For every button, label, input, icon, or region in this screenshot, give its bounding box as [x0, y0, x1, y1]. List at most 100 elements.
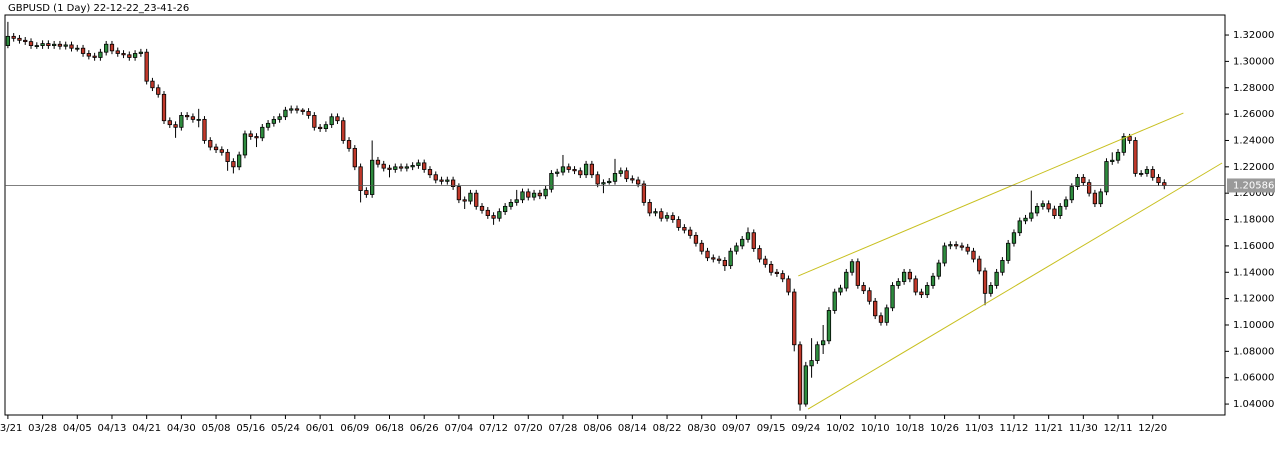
current-price-label: 1.20586	[1233, 180, 1274, 191]
y-tick-label: 1.24000	[1233, 135, 1274, 146]
x-tick-label: 04/13	[98, 423, 127, 434]
candle-body	[57, 43, 63, 47]
candle-body	[202, 118, 207, 141]
candle-body	[676, 219, 681, 228]
candle-body	[173, 124, 178, 128]
candle-body	[485, 209, 490, 216]
candle-body	[86, 53, 91, 57]
candle-body	[11, 35, 16, 39]
candle-body	[1040, 203, 1046, 207]
candle-body	[647, 202, 652, 214]
candle-body	[456, 186, 462, 201]
candle-body	[1098, 191, 1103, 205]
candle-body	[699, 242, 704, 252]
candle-body	[751, 232, 756, 249]
candle-body	[884, 307, 889, 323]
candle-body	[150, 80, 155, 89]
candle-body	[69, 44, 74, 49]
y-tick-label: 1.16000	[1233, 241, 1274, 252]
candle-body	[1000, 260, 1005, 273]
candle-body	[1081, 176, 1086, 184]
x-tick-label: 07/20	[514, 423, 543, 434]
candle-body	[358, 166, 363, 191]
candle-body	[1144, 169, 1150, 174]
candle-body	[1017, 220, 1022, 234]
candle-body	[601, 182, 606, 185]
candle-body	[537, 192, 542, 197]
x-tick-label: 07/12	[479, 423, 508, 434]
candle-body	[1133, 140, 1138, 174]
candle-body	[705, 250, 710, 259]
candle-body	[635, 179, 641, 185]
candle-body	[5, 35, 11, 46]
candle-body	[543, 188, 548, 197]
candle-body	[260, 126, 265, 139]
candle-body	[982, 270, 988, 294]
candle-body	[491, 215, 496, 219]
candle-body	[1127, 136, 1132, 141]
y-tick-label: 1.08000	[1233, 346, 1274, 357]
candle-body	[63, 44, 68, 47]
candle-body	[1086, 182, 1092, 194]
x-tick-label: 10/18	[895, 423, 924, 434]
candle-body	[1139, 173, 1144, 175]
candle-body	[994, 271, 999, 286]
candle-body	[138, 51, 144, 54]
candle-body	[722, 260, 727, 267]
candle-body	[745, 232, 751, 240]
candle-body	[1029, 212, 1034, 219]
candle-body	[1121, 136, 1126, 153]
x-tick-label: 05/16	[236, 423, 265, 434]
candle-body	[890, 285, 895, 309]
candle-body	[549, 173, 554, 190]
candle-body	[803, 365, 808, 405]
candle-body	[23, 39, 28, 43]
candle-body	[52, 43, 57, 46]
candle-body	[1156, 176, 1161, 184]
candle-body	[225, 151, 230, 162]
candle-body	[514, 199, 519, 203]
x-tick-label: 08/30	[687, 423, 716, 434]
candle-body	[237, 154, 242, 168]
candle-body	[1023, 217, 1028, 222]
candle-body	[716, 258, 722, 261]
candle-body	[653, 211, 658, 214]
x-tick-label: 08/06	[583, 423, 612, 434]
y-tick-label: 1.06000	[1233, 373, 1274, 384]
candle-body	[196, 118, 201, 121]
candle-body	[346, 140, 352, 149]
candle-body	[75, 47, 80, 50]
x-tick-label: 10/02	[826, 423, 855, 434]
candle-body	[445, 179, 450, 182]
candle-body	[878, 315, 884, 323]
candle-body	[670, 215, 675, 220]
candle-body	[450, 179, 456, 187]
y-tick-label: 1.18000	[1233, 215, 1274, 226]
candle-body	[1058, 205, 1063, 216]
candle-body	[479, 205, 485, 211]
candle-body	[341, 120, 346, 141]
candle-body	[988, 285, 993, 294]
candle-body	[1092, 192, 1098, 205]
x-tick-label: 11/30	[1069, 423, 1098, 434]
candle-body	[624, 170, 629, 180]
candle-body	[179, 115, 184, 128]
x-tick-label: 05/08	[202, 423, 231, 434]
candle-body	[954, 244, 959, 247]
candle-body	[300, 109, 305, 112]
candle-body	[971, 250, 976, 260]
candle-body	[121, 53, 126, 56]
x-tick-label: 06/09	[340, 423, 369, 434]
candle-body	[335, 116, 340, 122]
candle-body	[526, 191, 531, 198]
x-tick-label: 12/11	[1104, 423, 1133, 434]
candle-body	[248, 133, 253, 137]
current-price-box	[1227, 178, 1275, 193]
candle-body	[1063, 199, 1069, 207]
plot-frame	[4, 14, 1226, 416]
candle-body	[896, 281, 901, 286]
candle-body	[167, 120, 172, 126]
candle-body	[312, 115, 317, 128]
candle-body	[664, 215, 670, 219]
